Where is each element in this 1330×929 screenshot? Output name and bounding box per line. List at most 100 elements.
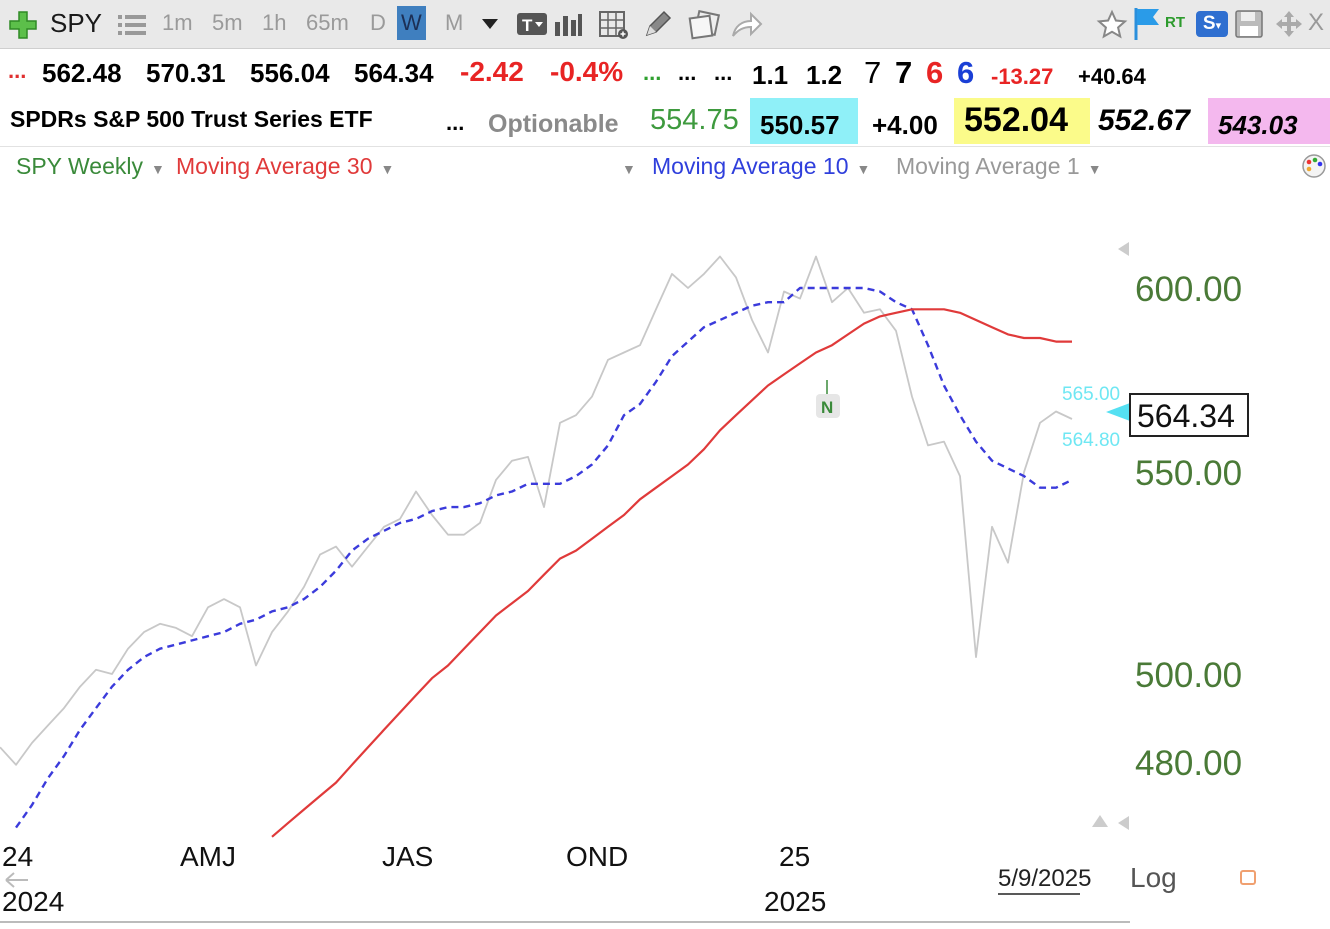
small-price-label-lower: 564.80 xyxy=(1062,430,1120,451)
x-tick-label: JAS xyxy=(382,841,433,872)
price-yellow: 552.04 xyxy=(964,101,1068,139)
price-pink-box xyxy=(1208,98,1330,144)
interval-1h[interactable]: 1h xyxy=(262,10,287,35)
positive-value: +40.64 xyxy=(1078,64,1146,89)
x-tick-label: 25 xyxy=(779,841,810,872)
notes-cards-icon[interactable] xyxy=(688,10,720,40)
text-tool-icon[interactable]: T xyxy=(516,10,548,38)
quote-row-1: ... 562.48 570.31 556.04 564.34 -2.42 -0… xyxy=(0,50,1330,98)
flag-icon[interactable] xyxy=(1132,6,1162,42)
chevron-down-icon[interactable]: ▼ xyxy=(622,161,636,177)
series-layer xyxy=(0,255,1073,838)
legend-ma1[interactable]: Moving Average 1 ▼ xyxy=(896,153,1102,180)
favorite-star-icon[interactable] xyxy=(1096,9,1128,41)
close-button[interactable]: X xyxy=(1308,9,1325,36)
table-calculator-icon[interactable] xyxy=(598,10,630,40)
y-axis-labels: 600.00 550.00 500.00 480.00 xyxy=(1135,270,1242,783)
chevron-down-icon[interactable]: ▼ xyxy=(150,161,165,177)
count-7-bold: 7 xyxy=(895,55,913,90)
y-tick-label: 550.00 xyxy=(1135,454,1242,493)
series-line-moving-average-1 xyxy=(0,255,1073,766)
optionable-label: Optionable xyxy=(488,110,619,138)
series-line-moving-average-30 xyxy=(271,308,1072,838)
legend-extra-dropdown[interactable]: ▼ xyxy=(614,153,636,180)
security-name: SPDRs S&P 500 Trust Series ETF xyxy=(10,106,373,132)
interval-1m[interactable]: 1m xyxy=(162,10,193,35)
bar-chart-icon[interactable] xyxy=(552,12,584,38)
interval-d[interactable]: D xyxy=(370,10,386,35)
interval-65m[interactable]: 65m xyxy=(306,10,349,35)
pencil-draw-icon[interactable] xyxy=(642,10,672,40)
legend-ma30[interactable]: Moving Average 30 ▼ xyxy=(176,153,394,180)
dots-2: ... xyxy=(714,60,733,85)
price-italic: 552.67 xyxy=(1098,104,1190,137)
chart-svg: 600.00 550.00 500.00 480.00 565.00 564.8… xyxy=(0,242,1256,923)
last-price-label: 564.34 xyxy=(1137,398,1235,434)
save-disk-icon[interactable] xyxy=(1234,9,1264,39)
negative-value: -13.27 xyxy=(991,64,1054,89)
symbol-label[interactable]: SPY xyxy=(50,8,103,38)
interval-m[interactable]: M xyxy=(445,10,464,35)
chevron-down-icon[interactable]: ▼ xyxy=(856,161,871,177)
price-yellow-box xyxy=(954,98,1090,144)
series-line-moving-average-10 xyxy=(15,286,1073,829)
small-price-label-upper: 565.00 xyxy=(1062,384,1120,405)
row1-lead-dots: ... xyxy=(8,58,27,83)
add-plus-icon[interactable] xyxy=(8,10,38,40)
log-scale-toggle[interactable]: Log xyxy=(1130,862,1177,893)
y-tick-label: 500.00 xyxy=(1135,656,1242,695)
scroll-left-arrow-icon[interactable] xyxy=(5,872,28,888)
count-6-blue: 6 xyxy=(957,55,975,90)
interval-dropdown-icon[interactable] xyxy=(480,16,500,32)
legend-ma10-label: Moving Average 10 xyxy=(652,153,849,179)
event-marker-n: N xyxy=(816,380,840,418)
legend-ma1-label: Moving Average 1 xyxy=(896,153,1080,179)
scroll-marker-up-icon[interactable] xyxy=(1092,815,1108,827)
low-value: 556.04 xyxy=(250,58,330,88)
x-year-label: 2025 xyxy=(764,886,826,917)
chevron-down-icon[interactable]: ▼ xyxy=(380,161,395,177)
high-value: 570.31 xyxy=(146,58,226,88)
palette-icon[interactable] xyxy=(1300,153,1328,179)
x-axis-labels: 24 AMJ JAS OND 25 2024 2025 xyxy=(2,841,826,917)
quote-row-2: SPDRs S&P 500 Trust Series ETF ... Optio… xyxy=(0,98,1330,147)
chevron-down-icon[interactable]: ▼ xyxy=(1087,161,1102,177)
list-menu-icon[interactable] xyxy=(116,12,148,38)
scroll-up-marker-icon[interactable] xyxy=(1118,242,1129,256)
chart-toolbar: SPY 1m 5m 1h 65m D W M T RT S▾ xyxy=(0,0,1330,49)
realtime-label[interactable]: RT xyxy=(1165,14,1185,31)
x-year-label: 2024 xyxy=(2,886,64,917)
y-tick-label: 480.00 xyxy=(1135,744,1242,783)
open-value: 562.48 xyxy=(42,58,122,88)
share-arrow-icon[interactable] xyxy=(730,10,764,40)
dots-1: ... xyxy=(678,60,697,85)
name-dots: ... xyxy=(446,110,465,135)
green-dots: ... xyxy=(643,60,662,85)
svg-text:T: T xyxy=(522,16,533,35)
move-cross-icon[interactable] xyxy=(1274,9,1304,39)
s-badge-label: S xyxy=(1202,13,1216,34)
price-pink: 543.03 xyxy=(1218,110,1298,140)
price-chart[interactable]: 600.00 550.00 500.00 480.00 565.00 564.8… xyxy=(0,148,1330,924)
change-pct-value: -0.4% xyxy=(550,56,624,87)
legend-ma10[interactable]: Moving Average 10 ▼ xyxy=(652,153,870,180)
interval-w[interactable]: W xyxy=(397,6,426,40)
price-marker-arrow xyxy=(1106,403,1130,421)
change-value: -2.42 xyxy=(460,56,524,87)
interval-5m[interactable]: 5m xyxy=(212,10,243,35)
count-7-light: 7 xyxy=(864,55,882,90)
x-tick-label: OND xyxy=(566,841,628,872)
y-tick-label: 600.00 xyxy=(1135,270,1242,309)
value-1-1: 1.1 xyxy=(752,60,789,90)
current-date-label[interactable]: 5/9/2025 xyxy=(998,865,1091,892)
event-marker-label: N xyxy=(821,398,833,417)
price-change: +4.00 xyxy=(872,110,938,140)
legend-ma30-label: Moving Average 30 xyxy=(176,153,373,179)
s-badge-icon[interactable]: S▾ xyxy=(1196,11,1228,37)
lock-scale-icon[interactable] xyxy=(1240,870,1256,885)
price-cyan: 550.57 xyxy=(760,110,840,140)
scroll-marker-left-icon[interactable] xyxy=(1118,816,1129,830)
legend-spy-weekly-label: SPY Weekly xyxy=(16,153,143,179)
legend-spy-weekly[interactable]: SPY Weekly ▼ xyxy=(16,153,165,180)
last-price-box xyxy=(1129,393,1249,437)
